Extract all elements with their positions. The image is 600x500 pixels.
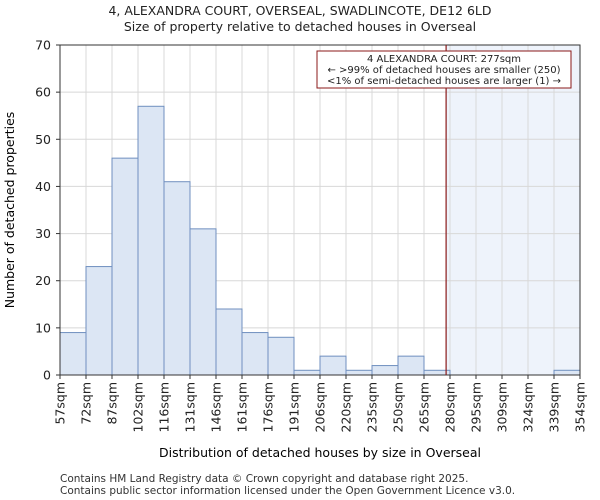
x-tick-label: 87sqm bbox=[105, 382, 120, 425]
footer-line-2: Contains public sector information licen… bbox=[60, 485, 516, 497]
x-axis-label: Distribution of detached houses by size … bbox=[159, 445, 481, 460]
x-tick-label: 265sqm bbox=[417, 382, 432, 432]
x-tick-label: 57sqm bbox=[53, 382, 68, 425]
y-tick-label: 60 bbox=[35, 85, 51, 100]
x-tick-label: 191sqm bbox=[287, 382, 302, 432]
highlight-region bbox=[446, 45, 580, 375]
x-tick-label: 220sqm bbox=[339, 382, 354, 432]
histogram-bar bbox=[319, 355, 347, 376]
histogram-chart: 0 10 20 30 40 50 60 70 57sqm 72sqm 87sqm 102sqm 116… bbox=[2, 38, 588, 461]
histogram-bar bbox=[397, 355, 425, 376]
histogram-bar bbox=[163, 181, 191, 376]
x-tick-label: 339sqm bbox=[547, 382, 562, 432]
y-tick-label: 20 bbox=[35, 273, 51, 288]
x-tick-label: 131sqm bbox=[183, 382, 198, 432]
histogram-bar bbox=[137, 105, 165, 376]
annotation-title: 4 ALEXANDRA COURT: 277sqm bbox=[367, 54, 521, 65]
footer-line-1: Contains HM Land Registry data © Crown c… bbox=[60, 473, 469, 485]
x-tick-label: 309sqm bbox=[495, 382, 510, 432]
annotation-line-2: <1% of semi-detached houses are larger (… bbox=[327, 76, 561, 87]
x-tick-label: 102sqm bbox=[131, 382, 146, 432]
page-title: 4, ALEXANDRA COURT, OVERSEAL, SWADLINCOT… bbox=[108, 3, 492, 18]
histogram-bar bbox=[85, 266, 113, 376]
x-tick-label: 354sqm bbox=[573, 382, 588, 432]
chart-subtitle: Size of property relative to detached ho… bbox=[123, 19, 477, 34]
x-tick-label: 206sqm bbox=[313, 382, 328, 432]
histogram-bar bbox=[241, 332, 269, 376]
x-tick-label: 295sqm bbox=[469, 382, 484, 432]
annotation-box bbox=[316, 50, 572, 89]
y-axis-label: Number of detached properties bbox=[2, 112, 17, 309]
x-tick-label: 161sqm bbox=[235, 382, 250, 432]
x-tick-label: 176sqm bbox=[261, 382, 276, 432]
y-tick-label: 30 bbox=[35, 226, 51, 241]
y-tick-label: 40 bbox=[35, 179, 51, 194]
y-tick-label: 10 bbox=[35, 320, 51, 335]
histogram-bar bbox=[215, 308, 243, 376]
y-tick-label: 0 bbox=[43, 368, 51, 383]
x-tick-label: 280sqm bbox=[443, 382, 458, 432]
annotation-line-1: ← >99% of detached houses are smaller (2… bbox=[327, 65, 560, 76]
histogram-bar bbox=[189, 228, 217, 376]
x-tick-label: 235sqm bbox=[365, 382, 380, 432]
histogram-bar bbox=[111, 157, 139, 376]
histogram-bar bbox=[553, 369, 581, 376]
y-tick-label: 70 bbox=[35, 38, 51, 53]
histogram-bar bbox=[293, 369, 321, 376]
x-tick-label: 72sqm bbox=[79, 382, 94, 425]
x-tick-label: 250sqm bbox=[391, 382, 406, 432]
histogram-bar bbox=[267, 336, 295, 376]
x-tick-label: 116sqm bbox=[157, 382, 172, 432]
x-tick-label: 324sqm bbox=[521, 382, 536, 432]
y-tick-label: 50 bbox=[35, 132, 51, 147]
histogram-bar bbox=[59, 332, 87, 376]
histogram-bar bbox=[345, 369, 373, 376]
histogram-bar bbox=[371, 365, 399, 376]
x-tick-label: 146sqm bbox=[209, 382, 224, 432]
footer: Contains HM Land Registry data © Crown c… bbox=[60, 473, 515, 497]
